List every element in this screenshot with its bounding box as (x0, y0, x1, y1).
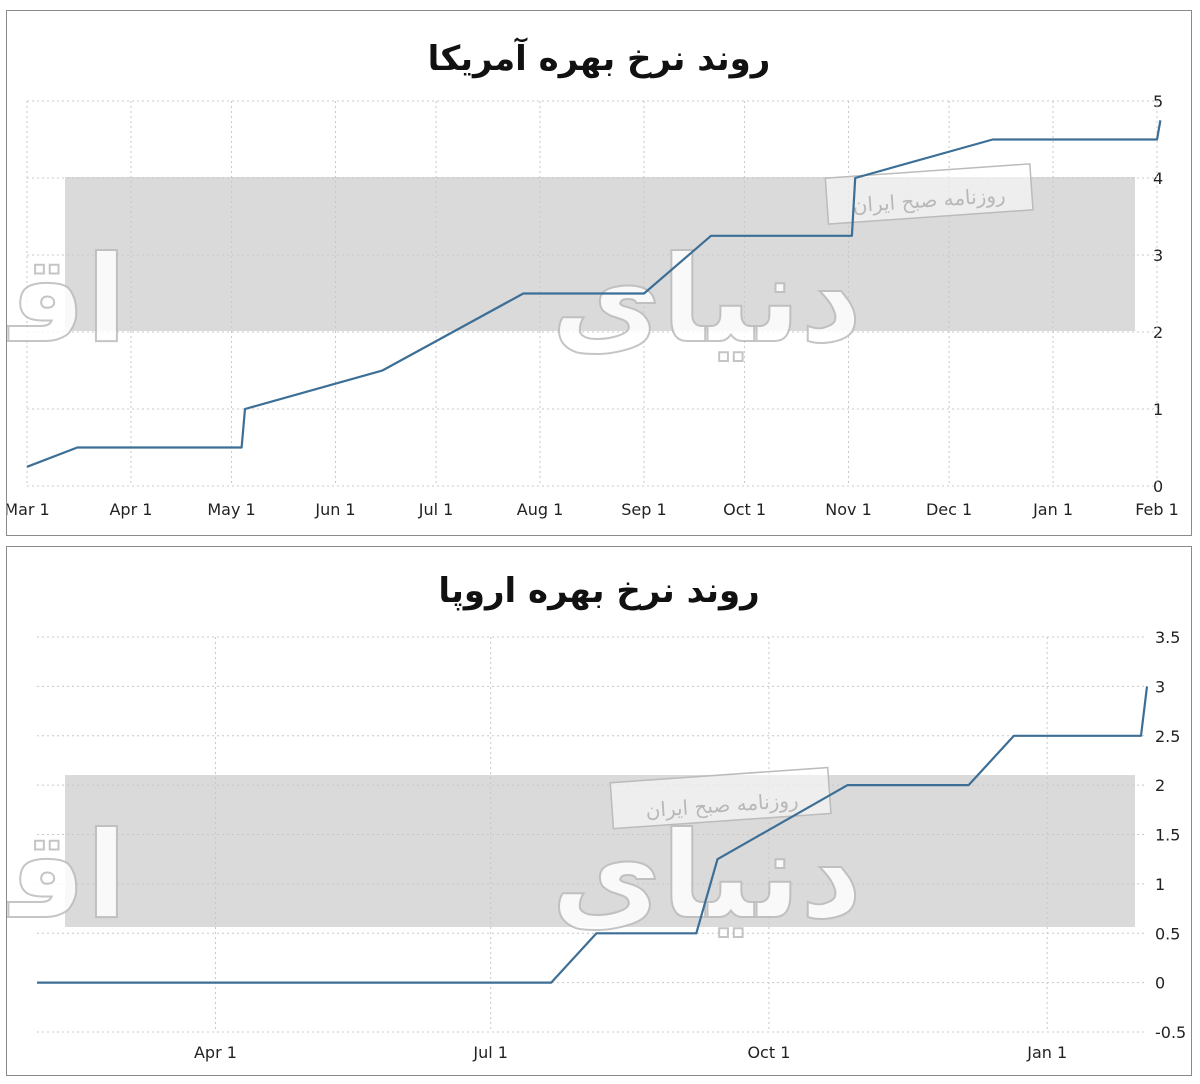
y-tick-label: 1 (1155, 875, 1165, 894)
x-tick-label: Jun 1 (314, 500, 355, 519)
eu-interest-rate-chart: روند نرخ بهره اروپا -0.5 0 0.5 1 1.5 2 2.5 3 3.5… (6, 546, 1192, 1076)
watermark-stamp: روزنامه صبح ایران (609, 766, 832, 830)
watermark-stamp-box (609, 766, 832, 830)
y-tick-label: 4 (1153, 169, 1163, 188)
x-tick-label: Feb 1 (1135, 500, 1179, 519)
x-tick-label: Nov 1 (825, 500, 872, 519)
us-chart-plot: 0 1 2 3 4 5 Mar 1 Apr 1 May 1 Jun 1 Jul 1 Aug 1 Sep … (7, 92, 1179, 519)
y-tick-label: 5 (1153, 92, 1163, 111)
watermark-band (65, 775, 1135, 927)
y-tick-label: -0.5 (1155, 1023, 1186, 1042)
watermark-logo: دنیای (551, 807, 862, 946)
watermark-logo: اقتصاد (7, 231, 127, 370)
series-line (26, 120, 1162, 468)
series-line (37, 686, 1149, 984)
x-tick-label: Jul 1 (418, 500, 454, 519)
chart-title: روند نرخ بهره اروپا (438, 571, 760, 611)
eu-chart-plot: -0.5 0 0.5 1 1.5 2 2.5 3 3.5 Apr 1 Jul 1 Oct 1 Jan 1… (7, 628, 1186, 1062)
y-tick-label: 3 (1155, 677, 1165, 696)
us-interest-rate-chart: روند نرخ بهره آمریکا 0 1 2 3 4 5 Mar 1 Apr 1 May… (6, 10, 1192, 536)
x-tick-label: Sep 1 (621, 500, 666, 519)
watermark-stamp: روزنامه صبح ایران (824, 163, 1034, 225)
y-tick-label: 2 (1153, 323, 1163, 342)
y-tick-label: 3.5 (1155, 628, 1180, 647)
watermark-logo: اقتصاد (7, 807, 127, 946)
y-tick-label: 3 (1153, 246, 1163, 265)
x-tick-label: Aug 1 (517, 500, 564, 519)
x-tick-label: Dec 1 (926, 500, 972, 519)
x-tick-label: Jul 1 (472, 1043, 508, 1062)
x-tick-label: Apr 1 (194, 1043, 237, 1062)
watermark-stamp-box (824, 163, 1034, 225)
y-tick-label: 1 (1153, 400, 1163, 419)
y-tick-label: 1.5 (1155, 826, 1180, 845)
y-tick-label: 0.5 (1155, 924, 1180, 943)
x-tick-label: Jan 1 (1026, 1043, 1067, 1062)
y-tick-label: 2.5 (1155, 727, 1180, 746)
x-tick-label: Mar 1 (7, 500, 50, 519)
x-tick-label: Jan 1 (1032, 500, 1073, 519)
x-tick-label: Apr 1 (109, 500, 152, 519)
watermark-logo: دنیای (551, 231, 862, 370)
x-tick-label: Oct 1 (723, 500, 766, 519)
chart-title: روند نرخ بهره آمریکا (427, 39, 771, 79)
y-tick-label: 0 (1153, 477, 1163, 496)
y-tick-label: 0 (1155, 974, 1165, 993)
x-tick-label: May 1 (207, 500, 255, 519)
x-tick-label: Oct 1 (747, 1043, 790, 1062)
y-tick-label: 2 (1155, 776, 1165, 795)
